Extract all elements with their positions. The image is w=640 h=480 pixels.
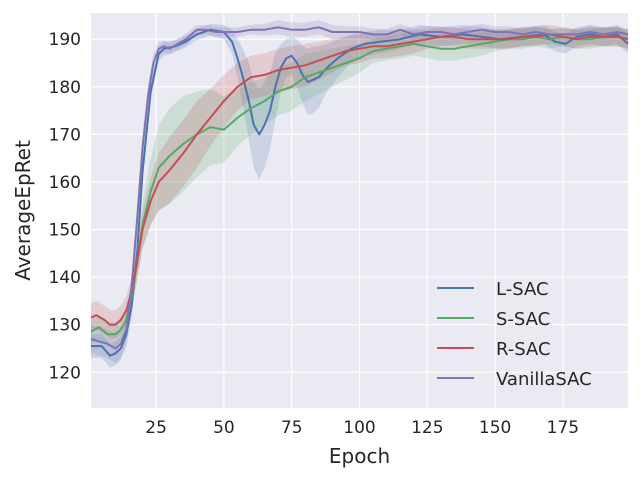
y-tick-label: 190	[49, 30, 81, 50]
y-tick-label: 130	[49, 316, 81, 336]
x-tick-label: 150	[479, 418, 511, 438]
legend: L-SAC S-SAC R-SAC VanillaSAC	[437, 279, 592, 390]
vanillasac-legend-label: VanillaSAC	[496, 369, 592, 390]
x-tick-label: 75	[281, 418, 303, 438]
y-tick-label: 150	[49, 221, 81, 241]
r-sac-band	[91, 24, 628, 340]
y-tick-label: 120	[49, 363, 81, 383]
y-tick-label: 140	[49, 268, 81, 288]
y-axis-label: AverageEpRet	[11, 140, 35, 281]
y-tick-label: 180	[49, 78, 81, 98]
grid-lines	[91, 13, 628, 408]
x-tick-label: 125	[411, 418, 443, 438]
y-tick-label: 170	[49, 125, 81, 145]
y-axis-ticks: 120 130 140 150 160 170 180 190	[49, 30, 81, 383]
y-tick-label: 160	[49, 173, 81, 193]
confidence-bands	[91, 20, 628, 368]
vanillasac-line	[90, 26, 629, 350]
r-sac-line	[90, 33, 629, 326]
x-tick-label: 175	[547, 418, 579, 438]
x-tick-label: 100	[343, 418, 375, 438]
l-sac-legend-label: L-SAC	[496, 279, 549, 300]
x-tick-label: 50	[213, 418, 235, 438]
s-sac-band	[91, 27, 628, 347]
r-sac-legend-label: R-SAC	[496, 339, 551, 360]
x-axis-ticks: 25 50 75 100 125 150 175	[145, 418, 579, 438]
x-tick-label: 25	[145, 418, 167, 438]
series-lines	[90, 26, 629, 357]
x-axis-label: Epoch	[329, 444, 390, 468]
s-sac-legend-label: S-SAC	[496, 309, 550, 330]
